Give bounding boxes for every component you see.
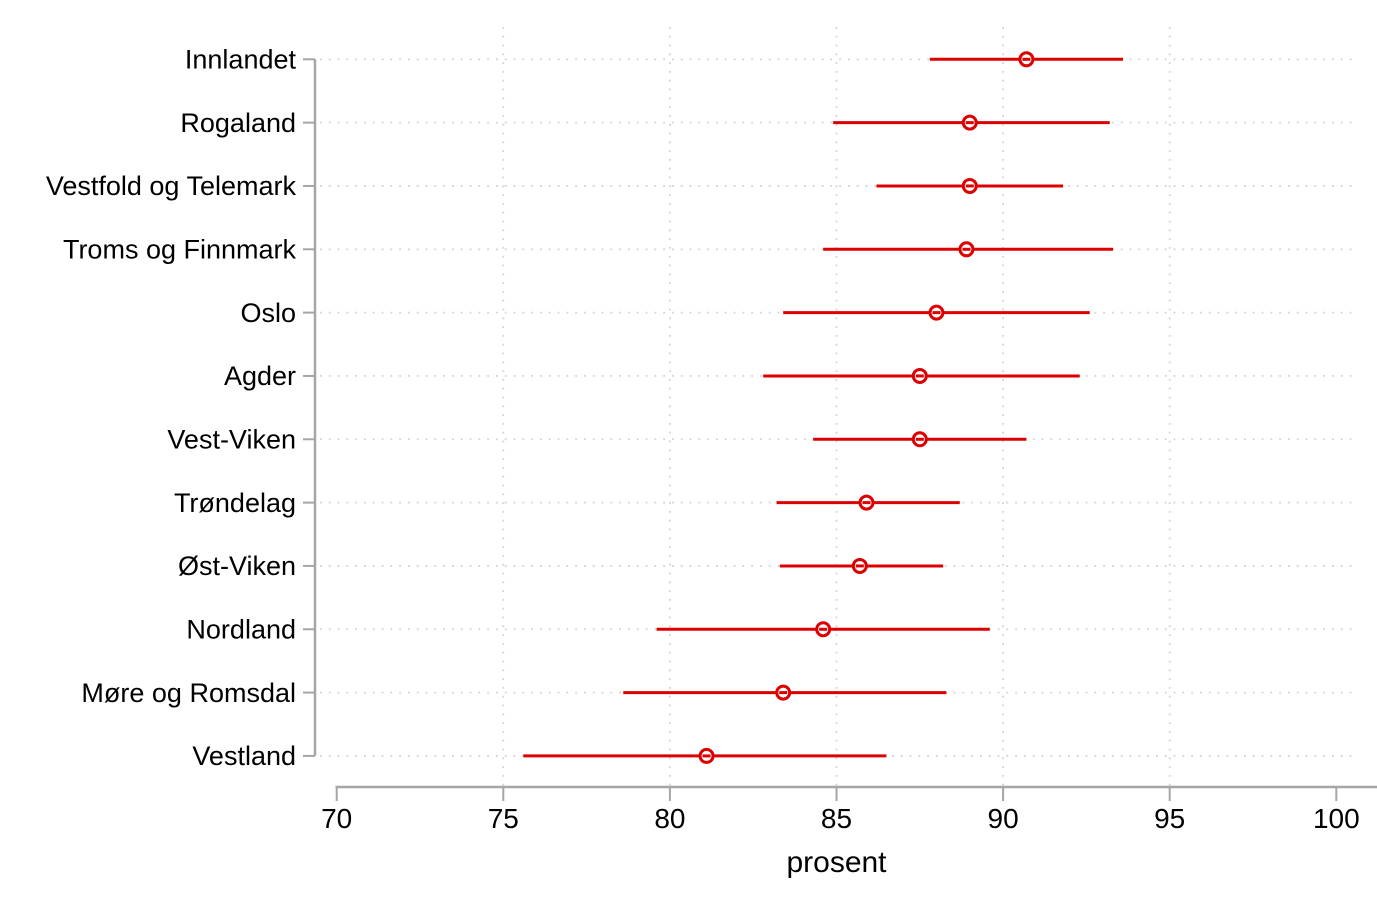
- x-axis-tick-label: 85: [821, 803, 852, 834]
- category-label: Nordland: [186, 614, 296, 644]
- category-label: Innlandet: [185, 44, 297, 74]
- category-label: Troms og Finnmark: [63, 234, 297, 264]
- category-label: Vest-Viken: [167, 424, 296, 454]
- x-axis-tick-label: 70: [321, 803, 352, 834]
- category-label: Vestland: [192, 741, 296, 771]
- x-axis-tick-label: 80: [654, 803, 685, 834]
- category-label: Rogaland: [180, 108, 296, 138]
- x-axis-title: prosent: [786, 846, 887, 879]
- category-label: Oslo: [240, 298, 296, 328]
- category-label: Møre og Romsdal: [81, 678, 296, 708]
- x-axis-tick-label: 95: [1154, 803, 1185, 834]
- category-label: Øst-Viken: [178, 551, 296, 581]
- x-axis-tick-label: 90: [988, 803, 1019, 834]
- category-label: Trøndelag: [174, 488, 296, 518]
- x-axis-tick-label: 100: [1313, 803, 1360, 834]
- x-axis-tick-label: 75: [488, 803, 519, 834]
- category-label: Agder: [224, 361, 296, 391]
- category-label: Vestfold og Telemark: [46, 171, 297, 201]
